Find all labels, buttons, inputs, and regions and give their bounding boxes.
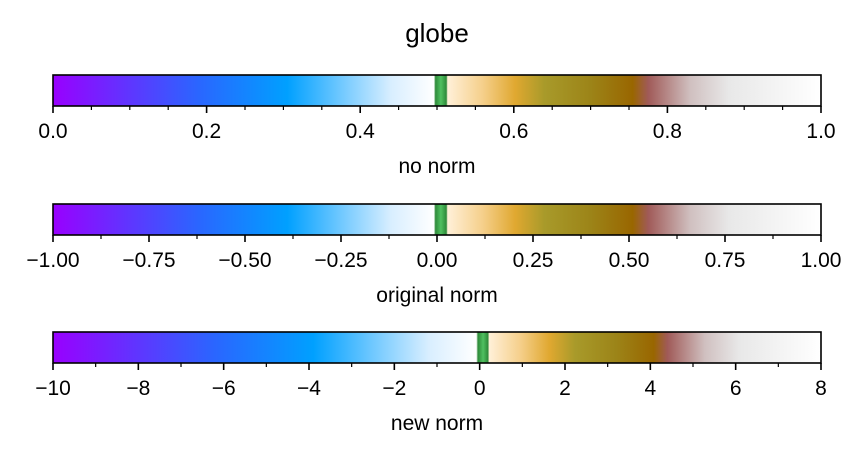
tick-label: −0.25 xyxy=(314,249,367,272)
tick-label: −0.50 xyxy=(218,249,271,272)
tick-label: −2 xyxy=(382,377,406,400)
figure-title: globe xyxy=(405,18,469,48)
tick-label: 0.0 xyxy=(38,120,67,143)
tick-label: 0.6 xyxy=(499,120,528,143)
tick-label: 2 xyxy=(559,377,571,400)
tick-label: 0.00 xyxy=(417,249,458,272)
tick-label: 6 xyxy=(730,377,742,400)
tick-label: 0 xyxy=(474,377,486,400)
tick-label: −10 xyxy=(35,377,71,400)
tick-label: −6 xyxy=(212,377,236,400)
tick-label: −0.75 xyxy=(122,249,175,272)
tick-label: 0.8 xyxy=(653,120,682,143)
colorbar-gradient xyxy=(53,332,821,363)
tick-label: 8 xyxy=(815,377,827,400)
tick-label: 1.0 xyxy=(806,120,835,143)
colorbar-1: 0.0 0.2 0.4 0.6 0.8 1.0 no norm xyxy=(38,74,836,178)
tick-label: −1.00 xyxy=(26,249,79,272)
colorbar-gradient xyxy=(53,204,821,235)
tick-label: 0.25 xyxy=(513,249,554,272)
tick-label: 4 xyxy=(644,377,656,400)
tick-label: −8 xyxy=(126,377,150,400)
tick-label: 1.00 xyxy=(801,249,842,272)
tick-label: 0.50 xyxy=(609,249,650,272)
axis-label: no norm xyxy=(398,155,475,178)
colorbar-2: −1.00 −0.75 −0.50 −0.25 0.00 0.25 0.50 0.75 1.00… xyxy=(26,203,842,307)
colorbar-3: −10 −8 −6 −4 −2 0 2 4 6 8 new norm xyxy=(35,331,827,435)
tick-label: −4 xyxy=(297,377,321,400)
tick-label: 0.4 xyxy=(346,120,376,143)
tick-label: 0.2 xyxy=(192,120,221,143)
colorbar-gradient xyxy=(53,75,821,106)
tick-label: 0.75 xyxy=(705,249,746,272)
axis-label: original norm xyxy=(376,284,497,307)
axis-label: new norm xyxy=(391,412,483,435)
